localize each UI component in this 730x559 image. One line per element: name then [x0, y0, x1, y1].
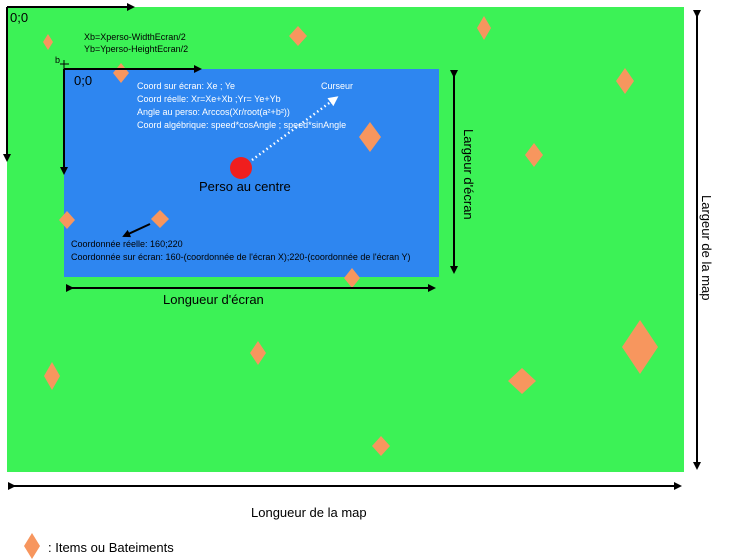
- item-pointer-arrow: [122, 223, 151, 238]
- legend-diamond-icon: [24, 533, 40, 559]
- screen-coord-label: Coordonnée sur écran: 160-(coordonnée de…: [71, 252, 411, 262]
- formula-yb: Yb=Yperso-HeightEcran/2: [84, 44, 189, 54]
- player-dot: [230, 157, 252, 179]
- items-group: [43, 16, 658, 456]
- item-diamond: [44, 362, 60, 390]
- screen-length-label: Longueur d'écran: [163, 292, 264, 307]
- coord-line-2: Coord réelle: Xr=Xe+Xb ;Yr= Ye+Yb: [137, 94, 281, 104]
- item-diamond: [344, 268, 360, 288]
- screen-area: [64, 69, 439, 277]
- item-diamond: [359, 122, 381, 152]
- item-diamond: [151, 210, 169, 228]
- coord-line-4: Coord algébrique: speed*cosAngle ; speed…: [137, 120, 347, 130]
- item-diamond: [525, 143, 543, 167]
- screen-origin-label: 0;0: [74, 73, 93, 88]
- formula-xb: Xb=Xperso-WidthEcran/2: [84, 32, 186, 42]
- item-diamond: [289, 26, 307, 46]
- item-diamond: [477, 16, 491, 40]
- cursor-label: Curseur: [321, 81, 354, 91]
- legend-label: : Items ou Bateiments: [48, 540, 174, 555]
- item-diamond: [43, 34, 53, 50]
- item-diamond: [622, 320, 658, 374]
- item-diamond: [508, 368, 536, 394]
- coord-line-1: Coord sur écran: Xe ; Ye: [137, 81, 236, 91]
- map-length-label: Longueur de la map: [251, 505, 367, 520]
- player-label: Perso au centre: [199, 179, 291, 194]
- item-diamond: [59, 211, 75, 229]
- screen-width-label: Largeur d'écran: [461, 129, 476, 220]
- map-width-label: Largeur de la map: [699, 195, 714, 301]
- coord-line-3: Angle au perso: Arccos(Xr/root(a²+b²)): [137, 107, 290, 117]
- item-diamond: [616, 68, 634, 94]
- real-coord-label: Coordonnée réelle: 160;220: [71, 239, 183, 249]
- offset-b-label: b: [55, 55, 61, 65]
- item-diamond: [372, 436, 390, 456]
- item-diamond: [250, 341, 266, 365]
- map-origin-label: 0;0: [10, 10, 29, 25]
